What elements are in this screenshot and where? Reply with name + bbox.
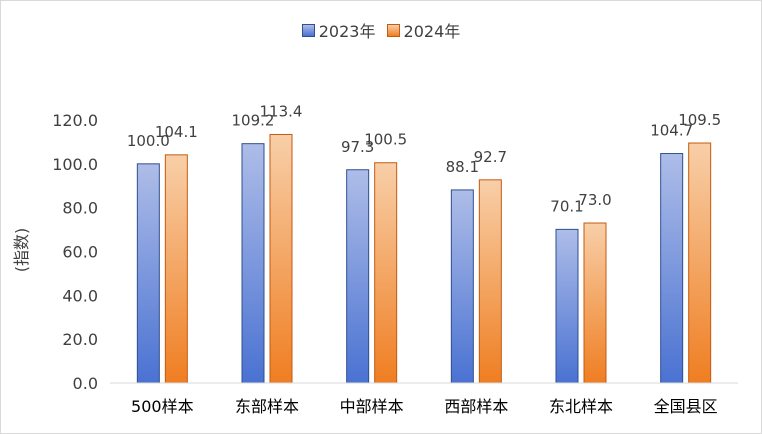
- legend-label-2024: 2024年: [403, 22, 461, 41]
- legend-label-2023: 2023年: [318, 22, 376, 41]
- data-label: 97.3: [341, 138, 374, 156]
- x-category-label: 东部样本: [235, 397, 299, 416]
- data-label: 113.4: [260, 102, 303, 120]
- data-label: 92.7: [474, 148, 507, 166]
- bar-s1-4: [583, 222, 607, 384]
- legend-swatch-2024: [386, 23, 400, 37]
- y-tick-label: 0.0: [73, 374, 98, 393]
- bar-s1-3: [478, 179, 502, 384]
- legend-item-2023: 2023年: [301, 18, 376, 42]
- x-category-label: 东北样本: [549, 397, 613, 416]
- y-tick-label: 100.0: [52, 155, 98, 174]
- bar-s1-1: [269, 133, 293, 384]
- data-label: 104.1: [155, 123, 198, 141]
- data-label: 109.2: [232, 112, 275, 130]
- x-category-label: 全国县区: [654, 397, 718, 416]
- data-label: 73.0: [578, 191, 611, 209]
- bar-s1-0: [164, 154, 188, 384]
- bar-s0-3: [450, 189, 474, 384]
- y-tick-label: 120.0: [52, 111, 98, 130]
- y-tick-label: 20.0: [62, 330, 98, 349]
- bar-s0-4: [555, 228, 579, 384]
- legend-item-2024: 2024年: [386, 18, 461, 42]
- data-label: 109.5: [678, 111, 721, 129]
- y-tick-label: 80.0: [62, 199, 98, 218]
- x-category-label: 500样本: [131, 397, 194, 416]
- bar-s0-5: [660, 153, 684, 384]
- chart-legend: 2023年 2024年: [0, 18, 762, 42]
- data-label: 100.5: [364, 131, 407, 149]
- bar-s0-2: [346, 169, 370, 384]
- y-tick-label: 60.0: [62, 243, 98, 262]
- data-label: 70.1: [550, 197, 583, 215]
- data-label: 104.7: [650, 122, 693, 140]
- legend-swatch-2023: [301, 23, 315, 37]
- bar-s1-5: [688, 142, 712, 384]
- bar-s1-2: [374, 162, 398, 384]
- x-category-label: 西部样本: [444, 397, 508, 416]
- x-category-label: 中部样本: [340, 397, 404, 416]
- data-label: 100.0: [127, 132, 170, 150]
- y-tick-label: 40.0: [62, 286, 98, 305]
- data-label: 88.1: [446, 158, 479, 176]
- bar-s0-1: [241, 143, 265, 384]
- bar-s0-0: [136, 163, 160, 384]
